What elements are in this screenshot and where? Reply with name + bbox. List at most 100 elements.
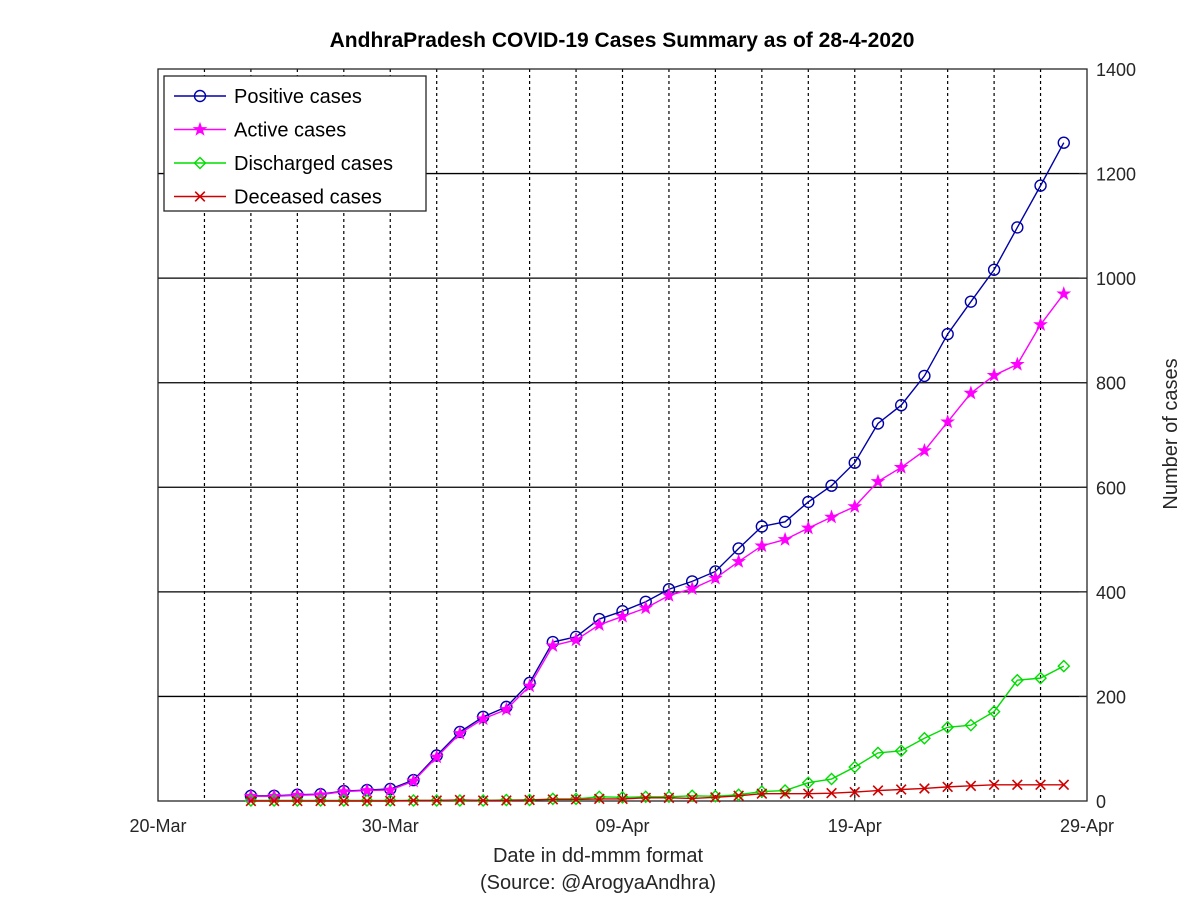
data-point-deceased-cases — [384, 795, 396, 807]
data-point-positive-cases — [1011, 221, 1024, 234]
data-point-positive-cases — [778, 515, 792, 528]
x-tick-label: 09-Apr — [595, 816, 649, 836]
y-tick-label: 200 — [1096, 687, 1126, 707]
x-tick-label: 30-Mar — [362, 816, 419, 836]
axes: 20-Mar 30-Mar 09-Apr 19-Apr 29-Apr 0 200 400 600… — [129, 60, 1136, 836]
data-point-discharged-cases — [337, 793, 351, 807]
data-point-discharged-cases — [244, 793, 258, 807]
data-point-discharged-cases — [453, 793, 467, 807]
data-point-active-cases — [452, 725, 468, 740]
data-point-deceased-cases — [988, 779, 1000, 791]
y-tick-label: 0 — [1096, 792, 1106, 812]
data-point-active-cases — [731, 553, 746, 568]
data-point-positive-cases — [871, 417, 885, 430]
data-point-deceased-cases — [826, 787, 837, 799]
data-point-deceased-cases — [431, 795, 443, 806]
data-point-discharged-cases — [523, 793, 537, 807]
data-point-deceased-cases — [686, 793, 698, 804]
data-point-positive-cases — [964, 295, 978, 308]
data-point-active-cases — [800, 520, 816, 535]
y-tick-label: 400 — [1096, 583, 1126, 603]
data-point-deceased-cases — [919, 783, 930, 794]
legend-box — [163, 75, 427, 212]
legend-marker-deceased-cases — [194, 191, 206, 202]
data-point-discharged-cases — [314, 793, 328, 807]
data-point-deceased-cases — [849, 786, 861, 798]
data-point-active-cases — [591, 617, 607, 632]
x-tick-label: 19-Apr — [828, 816, 882, 836]
data-point-positive-cases — [918, 369, 931, 383]
data-point-discharged-cases — [430, 793, 444, 807]
legend-marker-discharged-cases — [193, 156, 207, 170]
data-point-positive-cases — [755, 520, 769, 533]
legend-label-deceased-cases: Deceased cases — [234, 187, 382, 209]
chart-title: AndhraPradesh COVID-19 Cases Summary as … — [330, 29, 915, 52]
data-point-active-cases — [847, 498, 863, 513]
legend-marker-active-cases — [192, 121, 208, 136]
data-point-deceased-cases — [965, 780, 977, 792]
y-tick-label: 1200 — [1096, 165, 1136, 185]
data-point-deceased-cases — [663, 792, 675, 804]
data-point-active-cases — [661, 587, 677, 602]
data-point-deceased-cases — [361, 795, 373, 807]
series-deceased-cases — [245, 779, 1070, 807]
data-point-discharged-cases — [267, 793, 281, 807]
data-point-deceased-cases — [872, 785, 884, 796]
data-point-discharged-cases — [894, 744, 908, 758]
data-point-active-cases — [406, 773, 421, 788]
x-axis-source-label: (Source: @ArogyaAndhra) — [480, 872, 716, 894]
data-point-active-cases — [708, 570, 723, 585]
data-point-discharged-cases — [383, 793, 397, 807]
data-point-discharged-cases — [941, 720, 955, 734]
data-point-positive-cases — [802, 495, 815, 509]
y-tick-label: 800 — [1096, 374, 1126, 394]
data-point-active-cases — [1009, 356, 1025, 371]
data-point-discharged-cases — [778, 784, 792, 798]
data-point-deceased-cases — [733, 790, 744, 802]
data-point-active-cases — [382, 782, 398, 797]
data-point-active-cases — [940, 414, 955, 429]
data-point-active-cases — [568, 632, 584, 647]
data-point-active-cases — [429, 749, 445, 764]
data-point-positive-cases — [895, 398, 908, 412]
data-point-deceased-cases — [942, 781, 954, 793]
x-axis-label: Date in dd-mmm format — [493, 845, 703, 867]
data-point-deceased-cases — [1058, 779, 1070, 791]
data-point-active-cases — [870, 473, 886, 488]
data-point-active-cases — [893, 459, 909, 474]
y-axis-label: Number of cases — [1160, 358, 1182, 509]
data-point-discharged-cases — [1034, 671, 1048, 685]
legend-label-discharged-cases: Discharged cases — [234, 153, 393, 175]
data-point-active-cases — [824, 509, 839, 524]
data-point-active-cases — [1056, 286, 1072, 301]
data-point-deceased-cases — [1035, 779, 1046, 791]
data-point-active-cases — [499, 701, 514, 716]
x-tick-label: 20-Mar — [129, 816, 186, 836]
data-point-deceased-cases — [710, 791, 721, 803]
data-point-discharged-cases — [917, 731, 931, 745]
y-tick-label: 1400 — [1096, 60, 1136, 80]
data-point-active-cases — [777, 531, 793, 546]
data-point-active-cases — [986, 367, 1002, 382]
data-point-active-cases — [638, 600, 654, 615]
data-point-discharged-cases — [499, 793, 513, 807]
data-point-positive-cases — [1034, 179, 1047, 192]
data-point-positive-cases — [825, 479, 838, 492]
data-point-deceased-cases — [640, 792, 652, 804]
series-active-cases — [243, 286, 1072, 803]
data-point-active-cases — [615, 608, 630, 623]
data-point-discharged-cases — [546, 792, 560, 806]
data-point-deceased-cases — [477, 795, 489, 806]
data-point-discharged-cases — [801, 776, 815, 790]
y-tick-label: 600 — [1096, 478, 1126, 498]
data-point-active-cases — [963, 385, 979, 400]
data-point-discharged-cases — [1057, 659, 1071, 673]
data-point-discharged-cases — [987, 705, 1001, 719]
legend: Positive cases Active cases Discharged cas… — [163, 75, 427, 212]
data-point-positive-cases — [1057, 136, 1070, 149]
data-point-active-cases — [684, 580, 700, 595]
series-line-deceased-cases — [250, 784, 1064, 802]
data-point-deceased-cases — [547, 794, 559, 805]
data-point-discharged-cases — [1010, 673, 1024, 687]
data-point-deceased-cases — [315, 795, 326, 807]
